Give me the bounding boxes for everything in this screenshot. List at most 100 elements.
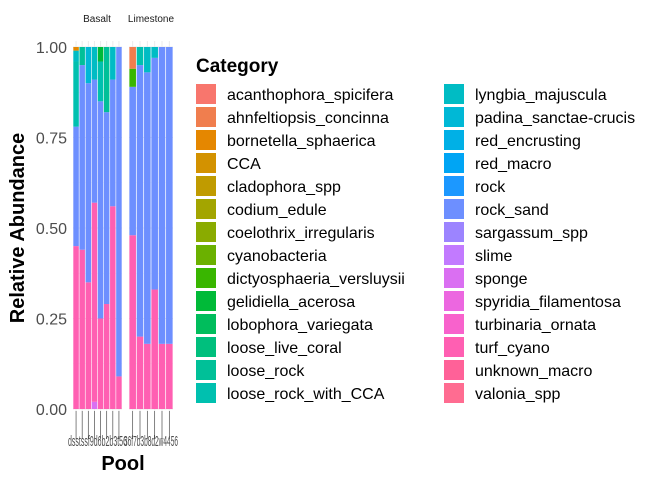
legend-swatch — [444, 176, 464, 196]
bar-segment-turf_cyano — [151, 289, 158, 409]
legend-item: loose_rock — [196, 360, 305, 380]
x-tick-labels: dsstssf9d6b2b3t56 — [68, 433, 127, 450]
legend-item: lyngbia_majuscula — [444, 84, 607, 104]
bar-stack — [110, 47, 116, 409]
bar-segment-turf_cyano — [91, 202, 98, 402]
legend-label: slime — [475, 248, 512, 265]
legend-swatch — [196, 314, 216, 334]
legend-label: unknown_macro — [475, 363, 593, 380]
bar-segment-rock_sand — [85, 83, 92, 283]
legend-item: sargassum_spp — [444, 222, 588, 242]
legend-item: rock — [444, 176, 506, 196]
legend-label: loose_live_coral — [227, 340, 342, 357]
bar-segment-loose_rock_with_cca — [136, 47, 144, 66]
bar-segment-lyngbia_majuscula — [151, 47, 158, 58]
legend-item: acanthophora_spicifera — [196, 84, 393, 104]
legend-swatch — [444, 314, 464, 334]
legend-label: red_encrusting — [475, 133, 581, 150]
legend-label: acanthophora_spicifera — [227, 87, 393, 104]
legend-swatch — [196, 291, 216, 311]
legend-title: Category — [196, 56, 279, 77]
legend-swatch — [196, 199, 216, 219]
legend-swatch — [444, 153, 464, 173]
legend-label: loose_rock — [227, 363, 305, 380]
bar-segment-rock_sand — [151, 57, 158, 290]
legend-label: turf_cyano — [475, 340, 550, 357]
facet-strip-label: Basalt — [83, 14, 111, 25]
bar-stack — [144, 47, 151, 409]
facet-strip-label: Limestone — [128, 14, 175, 25]
bar-segment-ahnfeltiopsis_concinna — [129, 47, 136, 69]
y-tick-label: 0.75 — [36, 131, 67, 148]
legend-swatch — [196, 107, 216, 127]
bar-segment-rock_sand — [158, 47, 166, 344]
bar-segment-loose_rock — [103, 47, 110, 113]
legend-item: red_encrusting — [444, 130, 581, 150]
bar-segment-turf_cyano — [73, 246, 79, 409]
bar-segment-rock_sand — [103, 112, 110, 305]
legend-swatch — [444, 337, 464, 357]
legend-swatch — [196, 84, 216, 104]
legend-swatch — [444, 222, 464, 242]
legend-label: sargassum_spp — [475, 225, 588, 242]
legend-label: rock — [475, 179, 506, 196]
y-tick-label: 1.00 — [36, 40, 67, 57]
legend-item: codium_edule — [196, 199, 327, 219]
legend-label: lobophora_variegata — [227, 317, 373, 334]
legend-label: CCA — [227, 156, 261, 173]
bar-segment-turf_cyano — [103, 304, 110, 409]
legend-label: spyridia_filamentosa — [475, 294, 621, 311]
legend-swatch — [196, 222, 216, 242]
bar-segment-turf_cyano — [116, 376, 122, 409]
legend-item: loose_rock_with_CCA — [196, 383, 385, 403]
legend-swatch — [196, 383, 216, 403]
legend-swatch — [196, 268, 216, 288]
bar-stack — [85, 47, 92, 409]
legend-swatch — [444, 245, 464, 265]
bar-segment-turf_cyano — [144, 343, 151, 409]
legend-swatch — [444, 291, 464, 311]
legend-swatch — [444, 130, 464, 150]
bar-segment-bornetella_sphaerica — [73, 47, 79, 51]
bar-segment-lyngbia_majuscula — [110, 47, 116, 80]
legend-label: ahnfeltiopsis_concinna — [227, 110, 389, 127]
y-axis: 0.00 0.25 0.50 0.75 1.00 — [36, 40, 67, 419]
legend-item: turbinaria_ornata — [444, 314, 596, 334]
bar-segment-rock_sand — [73, 126, 79, 247]
legend-swatch — [444, 268, 464, 288]
y-axis-title: Relative Abundance — [7, 133, 29, 323]
bar-segment-rock_sand — [166, 47, 173, 344]
bar-segment-rock_sand — [116, 47, 122, 377]
bar-stack — [73, 47, 79, 409]
bar-segment-turf_cyano — [85, 282, 92, 409]
bar-stack — [129, 47, 136, 409]
x-tick-labels: 36f7b3b8d2w4456 — [124, 433, 178, 450]
bar-stack — [116, 47, 122, 409]
bar-stack — [136, 47, 144, 409]
legend-item: rock_sand — [444, 199, 549, 219]
legend-label: lyngbia_majuscula — [475, 87, 607, 104]
panel-limestone: Limestone — [128, 14, 175, 411]
bar-segment-lyngbia_majuscula — [144, 47, 151, 73]
legend-label: cladophora_spp — [227, 179, 341, 196]
legend-item: dictyosphaeria_versluysii — [196, 268, 405, 288]
legend-swatch — [196, 360, 216, 380]
legend-label: red_macro — [475, 156, 552, 173]
bar-segment-rock_sand — [97, 101, 104, 319]
legend-item: loose_live_coral — [196, 337, 342, 357]
bar-segment-rock_sand — [79, 65, 85, 250]
bar-segment-turf_cyano — [158, 343, 166, 409]
legend-item: sponge — [444, 268, 528, 288]
bar-segment-padina_sanctae-crucis — [85, 47, 92, 84]
legend-item: unknown_macro — [444, 360, 593, 380]
legend-swatch — [196, 153, 216, 173]
legend-label: padina_sanctae-crucis — [475, 110, 635, 127]
legend-label: coelothrix_irregularis — [227, 225, 375, 242]
legend-swatch — [444, 199, 464, 219]
legend-item: lobophora_variegata — [196, 314, 373, 334]
bar-segment-rock_sand — [129, 86, 136, 236]
bar-stack — [158, 47, 166, 409]
legend-swatch — [196, 176, 216, 196]
